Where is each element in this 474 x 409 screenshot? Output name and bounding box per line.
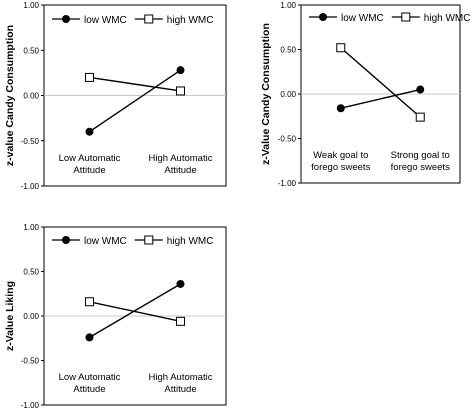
- series-line-high-wmc: [340, 47, 421, 118]
- data-point-open-square: [176, 86, 185, 96]
- x-category-label: forego sweets: [311, 162, 370, 173]
- data-point-open-square: [415, 112, 425, 122]
- x-category-label: Low Automatic: [59, 153, 121, 164]
- series-line-low-wmc: [89, 283, 181, 338]
- legend-label: high WMC: [167, 236, 214, 247]
- data-point-filled-circle: [416, 85, 425, 94]
- y-tick-label: -0.50: [21, 357, 40, 366]
- series-line-high-wmc: [89, 301, 181, 323]
- y-tick-label: 1.00: [23, 1, 39, 10]
- chart-panel-3: 1.00 0.50 0.00 -0.50 -1.00 z-Value Liking Low …: [4, 223, 227, 409]
- x-category-label: Attitude: [164, 384, 196, 395]
- series-line-low-wmc: [340, 88, 421, 109]
- y-tick-label: -1.00: [278, 179, 297, 188]
- x-category-label: High Automatic: [149, 153, 213, 164]
- y-tick-label: -1.00: [21, 182, 40, 191]
- data-point-filled-circle: [176, 279, 185, 288]
- legend-label: low WMC: [341, 13, 384, 24]
- y-axis-title: z-value Candy Consumption: [4, 25, 16, 166]
- y-axis-title: z-Value Candy Consumption: [260, 23, 272, 165]
- x-category-label: Low Automatic: [59, 372, 121, 383]
- legend-marker-open-square: [401, 12, 411, 22]
- legend-label: low WMC: [84, 15, 127, 26]
- legend-marker-open-square: [144, 14, 154, 24]
- y-tick-label: -1.00: [21, 401, 40, 409]
- data-point-open-square: [336, 43, 346, 53]
- legend-label: low WMC: [84, 236, 127, 247]
- data-point-open-square: [176, 316, 185, 326]
- data-point-open-square: [85, 297, 94, 307]
- legend-marker-filled-circle: [62, 15, 70, 23]
- y-tick-label: 0.00: [23, 92, 39, 101]
- chart-panel-2: 1.00 0.50 0.00 -0.50 -1.00 z-Value Candy Cons…: [260, 1, 471, 188]
- x-category-label: Attitude: [73, 384, 105, 395]
- x-category-label: Weak goal to: [313, 150, 368, 161]
- x-category-label: Strong goal to: [391, 150, 450, 161]
- legend-label: high WMC: [167, 15, 214, 26]
- y-tick-label: 0.00: [280, 90, 296, 99]
- y-tick-label: 0.00: [23, 312, 39, 321]
- y-axis-title: z-Value Liking: [4, 281, 16, 351]
- legend-label: high WMC: [424, 13, 471, 24]
- legend-marker-filled-circle: [319, 13, 327, 21]
- chart-panel-1: 1.00 0.50 0.00 -0.50 -1.00 z-value Candy Cons…: [4, 1, 227, 191]
- data-point-open-square: [85, 72, 94, 82]
- y-tick-label: 0.50: [23, 268, 39, 277]
- x-category-label: High Automatic: [149, 372, 213, 383]
- y-tick-label: -0.50: [21, 137, 40, 146]
- data-point-filled-circle: [336, 104, 345, 113]
- series-line-low-wmc: [89, 69, 181, 133]
- y-tick-label: 1.00: [23, 223, 39, 232]
- series-line-high-wmc: [89, 76, 181, 92]
- data-point-filled-circle: [85, 127, 94, 136]
- legend-marker-open-square: [144, 235, 154, 245]
- y-tick-label: 0.50: [23, 46, 39, 55]
- x-category-label: Attitude: [73, 165, 105, 176]
- y-tick-label: 0.50: [280, 46, 296, 55]
- x-category-label: forego sweets: [391, 162, 450, 173]
- data-point-filled-circle: [176, 66, 185, 75]
- legend-marker-filled-circle: [62, 236, 70, 244]
- y-tick-label: -0.50: [278, 135, 297, 144]
- y-tick-label: 1.00: [280, 1, 296, 10]
- x-category-label: Attitude: [164, 165, 196, 176]
- data-point-filled-circle: [85, 333, 94, 342]
